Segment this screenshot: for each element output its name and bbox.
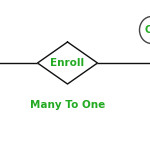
Polygon shape bbox=[38, 42, 98, 84]
Text: C: C bbox=[145, 25, 150, 35]
Text: Enroll: Enroll bbox=[50, 58, 85, 68]
Ellipse shape bbox=[140, 16, 150, 44]
Text: Many To One: Many To One bbox=[30, 100, 105, 110]
